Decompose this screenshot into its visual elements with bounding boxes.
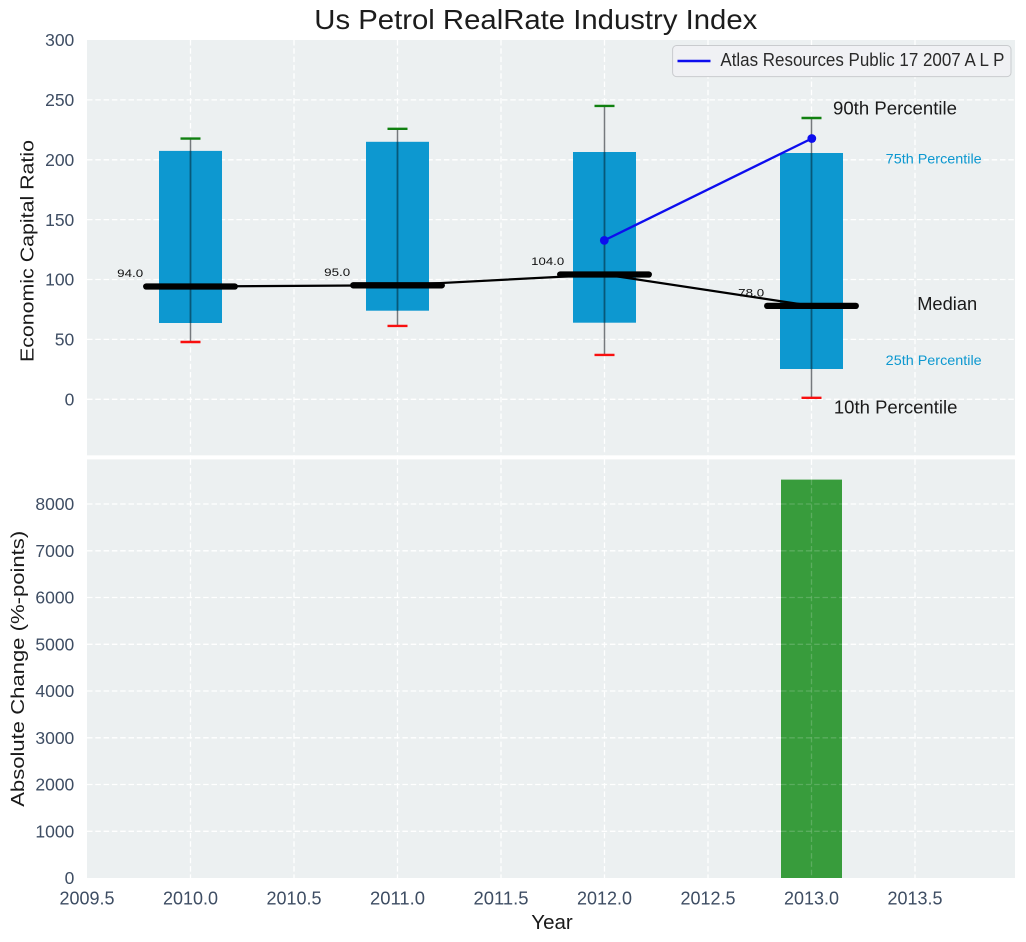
svg-text:104.0: 104.0 [531,256,564,268]
svg-text:Economic Capital Ratio: Economic Capital Ratio [17,140,38,362]
svg-text:8000: 8000 [35,494,74,514]
svg-text:2012.0: 2012.0 [577,889,632,909]
svg-text:0: 0 [65,868,75,888]
svg-text:100: 100 [45,270,74,290]
svg-text:2009.5: 2009.5 [60,889,115,909]
svg-text:2011.5: 2011.5 [474,889,529,909]
svg-text:2010.0: 2010.0 [163,889,218,909]
svg-text:2010.5: 2010.5 [267,889,322,909]
svg-text:Atlas Resources Public 17 2007: Atlas Resources Public 17 2007 A L P [720,50,1004,70]
svg-text:2000: 2000 [35,775,74,795]
svg-text:Year: Year [531,911,573,934]
svg-text:150: 150 [45,210,74,230]
svg-text:2012.5: 2012.5 [681,889,736,909]
svg-text:25th Percentile: 25th Percentile [886,352,982,368]
svg-text:10th Percentile: 10th Percentile [834,397,958,418]
svg-text:4000: 4000 [35,681,74,701]
svg-text:2011.0: 2011.0 [370,889,425,909]
svg-text:Us Petrol RealRate Industry In: Us Petrol RealRate Industry Index [314,4,757,35]
svg-text:3000: 3000 [35,728,74,748]
svg-text:250: 250 [45,90,74,110]
svg-text:78.0: 78.0 [738,288,764,300]
svg-text:75th Percentile: 75th Percentile [886,151,982,167]
svg-text:50: 50 [55,330,75,350]
svg-text:1000: 1000 [35,822,74,842]
svg-text:300: 300 [45,30,74,50]
svg-text:2013.5: 2013.5 [888,889,943,909]
svg-text:200: 200 [45,150,74,170]
svg-text:95.0: 95.0 [324,267,350,279]
svg-text:Absolute Change (%-points): Absolute Change (%-points) [7,531,28,807]
svg-text:94.0: 94.0 [117,268,143,280]
svg-text:0: 0 [65,390,75,410]
svg-text:5000: 5000 [35,635,74,655]
svg-text:7000: 7000 [35,541,74,561]
svg-text:Median: Median [917,293,977,314]
svg-text:90th Percentile: 90th Percentile [833,97,957,118]
svg-text:6000: 6000 [35,588,74,608]
svg-text:2013.0: 2013.0 [784,889,839,909]
